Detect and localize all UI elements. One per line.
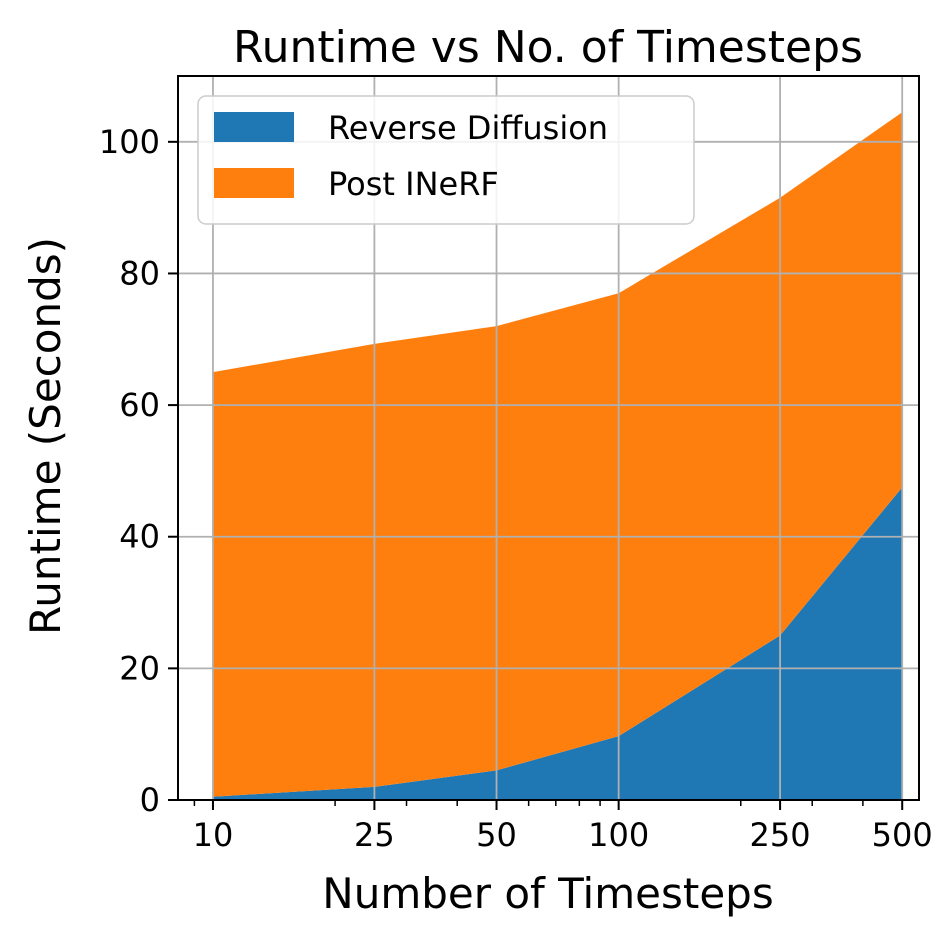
x-tick-label: 250 <box>750 816 811 854</box>
legend-label-0: Reverse Diffusion <box>328 109 608 147</box>
y-axis-label: Runtime (Seconds) <box>21 237 70 635</box>
y-tick-label: 60 <box>119 386 160 424</box>
area-series-0 <box>212 487 903 800</box>
x-tick-label: 100 <box>588 816 649 854</box>
axes <box>168 75 920 810</box>
legend-box <box>197 95 695 225</box>
chart-title: Runtime vs No. of Timesteps <box>233 22 863 73</box>
legend-swatch-1 <box>214 168 294 198</box>
x-tick-label: 50 <box>476 816 517 854</box>
x-axis-label: Number of Timesteps <box>322 869 773 918</box>
legend: Reverse Diffusion Post INeRF <box>197 95 695 225</box>
y-tick-label: 0 <box>140 781 160 819</box>
x-tick-label: 10 <box>193 816 234 854</box>
x-tick-label: 500 <box>872 816 933 854</box>
tick-labels: 0 20 40 60 80 100 10 25 50 100 250 500 <box>99 123 933 854</box>
plot-frame <box>177 75 920 801</box>
stacked-areas <box>212 112 903 800</box>
y-tick-label: 100 <box>99 123 160 161</box>
x-tick-label: 25 <box>354 816 395 854</box>
y-tick-label: 40 <box>119 518 160 556</box>
area-series-1 <box>212 112 903 797</box>
y-tick-label: 20 <box>119 649 160 687</box>
legend-label-1: Post INeRF <box>328 165 499 203</box>
legend-swatch-0 <box>214 112 294 142</box>
y-tick-label: 80 <box>119 254 160 292</box>
